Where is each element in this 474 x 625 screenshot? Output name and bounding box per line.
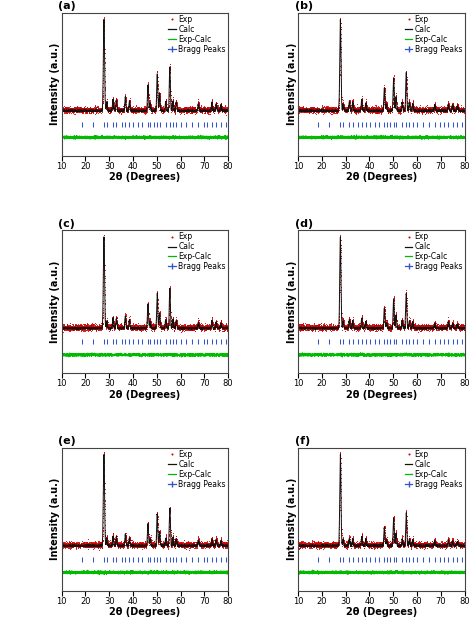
X-axis label: 2θ (Degrees): 2θ (Degrees) (109, 608, 181, 618)
Text: (a): (a) (58, 1, 76, 11)
Y-axis label: Intensity (a.u.): Intensity (a.u.) (50, 261, 60, 343)
X-axis label: 2θ (Degrees): 2θ (Degrees) (109, 390, 181, 400)
Y-axis label: Intensity (a.u.): Intensity (a.u.) (287, 478, 297, 560)
Legend: Exp, Calc, Exp-Calc, Bragg Peaks: Exp, Calc, Exp-Calc, Bragg Peaks (168, 14, 227, 54)
Y-axis label: Intensity (a.u.): Intensity (a.u.) (287, 261, 297, 343)
X-axis label: 2θ (Degrees): 2θ (Degrees) (346, 390, 417, 400)
Legend: Exp, Calc, Exp-Calc, Bragg Peaks: Exp, Calc, Exp-Calc, Bragg Peaks (404, 231, 463, 272)
Legend: Exp, Calc, Exp-Calc, Bragg Peaks: Exp, Calc, Exp-Calc, Bragg Peaks (168, 449, 227, 489)
X-axis label: 2θ (Degrees): 2θ (Degrees) (346, 608, 417, 618)
Text: (b): (b) (295, 1, 313, 11)
Y-axis label: Intensity (a.u.): Intensity (a.u.) (50, 478, 60, 560)
Text: (e): (e) (58, 436, 76, 446)
X-axis label: 2θ (Degrees): 2θ (Degrees) (346, 173, 417, 182)
Text: (f): (f) (295, 436, 310, 446)
Text: (d): (d) (295, 219, 313, 229)
Legend: Exp, Calc, Exp-Calc, Bragg Peaks: Exp, Calc, Exp-Calc, Bragg Peaks (404, 449, 463, 489)
Legend: Exp, Calc, Exp-Calc, Bragg Peaks: Exp, Calc, Exp-Calc, Bragg Peaks (404, 14, 463, 54)
Y-axis label: Intensity (a.u.): Intensity (a.u.) (287, 43, 297, 125)
X-axis label: 2θ (Degrees): 2θ (Degrees) (109, 173, 181, 182)
Y-axis label: Intensity (a.u.): Intensity (a.u.) (50, 43, 60, 125)
Text: (c): (c) (58, 219, 75, 229)
Legend: Exp, Calc, Exp-Calc, Bragg Peaks: Exp, Calc, Exp-Calc, Bragg Peaks (168, 231, 227, 272)
